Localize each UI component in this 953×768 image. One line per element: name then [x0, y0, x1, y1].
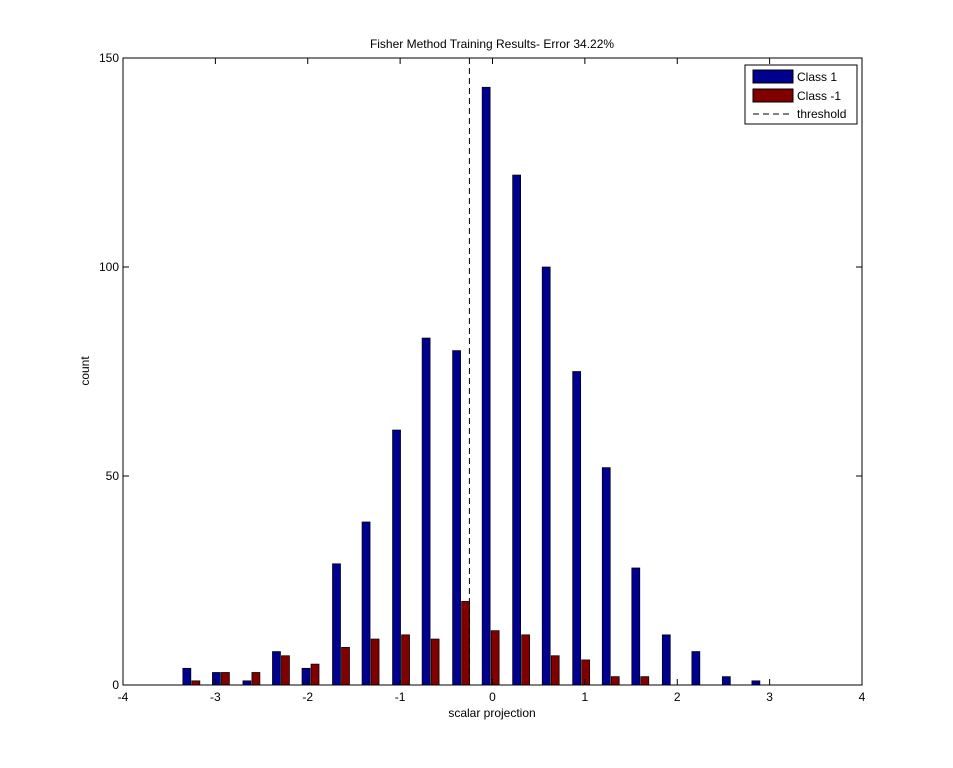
bar-class-neg1-7 [401, 634, 410, 686]
bar-class-1-4 [301, 667, 311, 686]
bar-class-1-16 [661, 634, 671, 686]
legend: Class 1 Class -1 threshold [744, 64, 858, 125]
bar-class-neg1-15 [640, 676, 650, 686]
bar-class-neg1-1 [221, 672, 230, 686]
bar-class-1-19 [751, 680, 761, 686]
x-tick-label: -1 [395, 690, 406, 704]
bar-class-neg1-14 [610, 676, 620, 686]
bar-class-1-12 [541, 266, 551, 686]
bar-class-neg1-9 [461, 601, 470, 686]
bar-class-1-14 [601, 467, 611, 686]
bar-class-1-9 [452, 350, 461, 686]
bar-class-neg1-13 [581, 659, 591, 686]
bar-class-neg1-6 [370, 638, 380, 686]
legend-label-threshold: threshold [797, 107, 846, 121]
bar-class-1-3 [272, 651, 281, 686]
x-tick-label: -4 [118, 690, 129, 704]
y-axis-ticks: 0 50 100 150 [99, 51, 862, 692]
x-tick-label: 1 [582, 690, 589, 704]
x-axis-label: scalar projection [448, 706, 535, 720]
y-tick-label: 0 [112, 678, 119, 692]
bar-class-neg1-4 [310, 663, 320, 686]
x-tick-label: 4 [859, 690, 866, 704]
bar-class-1-8 [421, 337, 431, 686]
bar-class-1-15 [631, 567, 641, 686]
bar-class-1-1 [212, 672, 221, 686]
y-tick-label: 100 [99, 260, 119, 274]
bar-class-1-17 [691, 651, 701, 686]
x-axis-ticks: -4 -3 -2 -1 0 1 2 3 4 [118, 58, 866, 704]
legend-label-class-neg1: Class -1 [797, 89, 841, 103]
bar-class-neg1-2 [251, 672, 261, 686]
bar-class-1-6 [361, 521, 371, 686]
x-tick-label: 3 [766, 690, 773, 704]
bar-class-neg1-3 [281, 655, 290, 686]
bar-class-neg1-5 [341, 647, 350, 686]
y-axis-label: count [78, 356, 92, 386]
bar-class-1-7 [392, 429, 401, 686]
x-tick-label: 0 [489, 690, 496, 704]
chart-title: Fisher Method Training Results- Error 34… [370, 37, 614, 51]
bar-class-neg1-11 [521, 634, 530, 686]
legend-swatch-class-neg1 [752, 88, 794, 103]
bar-class-1-5 [332, 563, 341, 686]
legend-swatch-class-1 [752, 69, 794, 84]
bar-class-neg1-8 [430, 638, 440, 686]
bar-class-neg1-12 [550, 655, 560, 686]
bar-class-1-18 [721, 676, 731, 686]
x-tick-label: 2 [674, 690, 681, 704]
x-tick-label: -3 [210, 690, 221, 704]
bar-class-1-0 [182, 667, 192, 686]
bar-class-neg1-10 [490, 630, 500, 686]
y-tick-label: 150 [99, 51, 119, 65]
bar-class-1-11 [512, 174, 521, 686]
bar-class-1-2 [242, 680, 252, 686]
bar-class-1-10 [481, 86, 491, 686]
legend-label-class-1: Class 1 [797, 70, 837, 84]
y-tick-label: 50 [106, 469, 120, 483]
bar-class-neg1-0 [191, 680, 201, 686]
x-tick-label: -2 [302, 690, 313, 704]
bar-class-1-13 [572, 371, 582, 686]
